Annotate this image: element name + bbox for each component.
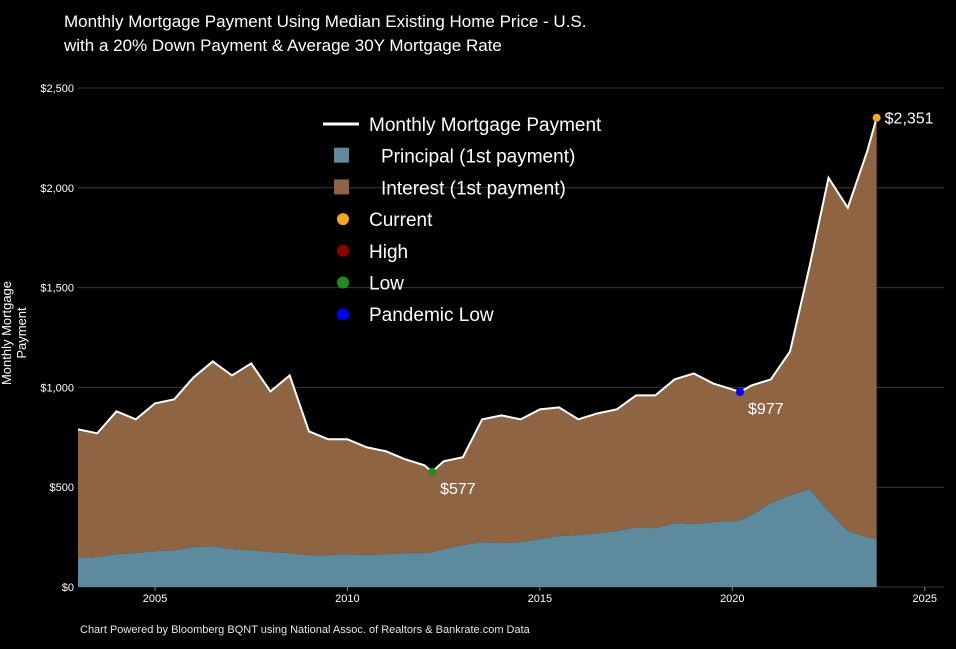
legend-swatch (334, 147, 349, 163)
x-tick-label: 2025 (913, 593, 937, 605)
low-label: $577 (440, 481, 476, 498)
current-label: $2,351 (885, 111, 934, 128)
legend-label: High (369, 242, 408, 263)
legend: Monthly Mortgage Payment Principal (1st p… (323, 115, 602, 326)
x-tick-label: 2010 (335, 593, 359, 605)
pandemic-low-marker (736, 387, 745, 396)
y-tick-label: $1,500 (40, 283, 74, 295)
legend-swatch (337, 276, 349, 289)
legend-item-interest: Interest (1st payment) (334, 178, 566, 199)
interest-area (78, 117, 877, 559)
payment-line (77, 117, 878, 474)
legend-label: Principal (1st payment) (381, 147, 575, 168)
x-tick-label: 2020 (720, 593, 744, 605)
low-marker (428, 467, 437, 476)
x-tick-label: 2005 (143, 593, 167, 605)
legend-item-low: Low (337, 274, 404, 295)
x-tick-label: 2015 (528, 593, 552, 605)
legend-item-high: High (337, 242, 408, 263)
legend-item-principal: Principal (1st payment) (334, 147, 575, 168)
legend-swatch (334, 179, 349, 195)
chart-title: Monthly Mortgage Payment Using Median Ex… (64, 10, 586, 58)
current-marker (872, 113, 881, 122)
legend-label: Current (369, 210, 433, 231)
title-line-1: Monthly Mortgage Payment Using Median Ex… (64, 12, 587, 31)
legend-swatch (337, 244, 349, 257)
pandemic-low-label: $977 (748, 401, 784, 418)
legend-item-payment: Monthly Mortgage Payment (323, 115, 602, 136)
legend-swatch (337, 308, 349, 321)
legend-item-current: Current (337, 210, 433, 231)
legend-label: Monthly Mortgage Payment (369, 115, 602, 136)
legend-swatch (337, 213, 349, 226)
y-tick-label: $1,000 (40, 382, 74, 394)
y-tick-label: $2,000 (40, 183, 74, 195)
y-tick-label: $0 (62, 582, 74, 594)
principal-area (78, 489, 877, 587)
y-tick-label: $500 (50, 482, 74, 494)
title-line-2: with a 20% Down Payment & Average 30Y Mo… (64, 36, 502, 55)
source-note: Chart Powered by Bloomberg BQNT using Na… (80, 624, 530, 636)
y-tick-label: $2,500 (40, 83, 74, 95)
legend-label: Pandemic Low (369, 305, 494, 326)
legend-item-pandemic-low: Pandemic Low (337, 305, 494, 326)
legend-label: Low (369, 274, 404, 295)
legend-label: Interest (1st payment) (381, 178, 566, 199)
